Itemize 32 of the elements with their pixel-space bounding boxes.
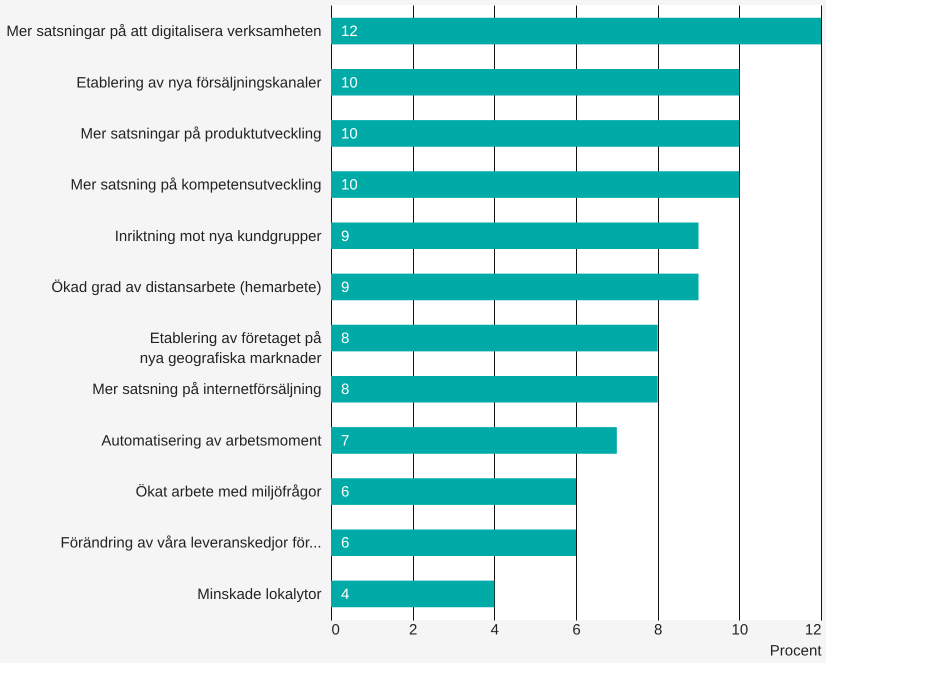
data-label: 8 xyxy=(341,330,350,348)
data-label: 9 xyxy=(341,228,350,245)
data-label: 10 xyxy=(341,74,358,92)
x-tick-label: 0 xyxy=(332,622,340,638)
y-tick-label: Etablering av företaget på nya geografiska marknader xyxy=(140,330,322,368)
data-label: 4 xyxy=(341,586,350,603)
y-tick-label: Minskade lokalytor xyxy=(197,586,322,603)
x-tick-label: 6 xyxy=(572,622,581,638)
x-tick-label: 4 xyxy=(490,622,500,638)
y-tick-label: Inriktning mot nya kundgrupper xyxy=(114,228,322,245)
y-tick-label: Mer satsning på kompetensutveckling xyxy=(70,176,322,194)
y-tick-label: Etablering av nya försäljningskanaler xyxy=(76,74,322,92)
x-tick-label: 10 xyxy=(731,622,748,638)
data-label: 10 xyxy=(341,125,358,142)
data-label: 9 xyxy=(341,278,350,296)
y-tick-label: Automatisering av arbetsmoment xyxy=(101,432,322,450)
data-label: 10 xyxy=(341,176,358,194)
y-tick-label: Ökat arbete med miljöfrågor xyxy=(136,484,322,501)
x-tick-label: 8 xyxy=(654,622,662,638)
y-tick-label: Mer satsning på internetförsäljning xyxy=(92,381,322,398)
x-axis-title: Procent xyxy=(770,642,822,660)
y-tick-label: Förändring av våra leveranskedjor för... xyxy=(60,534,322,552)
x-tick-label: 2 xyxy=(408,622,418,638)
data-label: 7 xyxy=(341,432,350,450)
data-label: 6 xyxy=(341,484,350,501)
data-label: 6 xyxy=(341,534,350,552)
y-tick-label: Mer satsningar på att digitalisera verksamheten xyxy=(6,23,322,40)
data-label: 8 xyxy=(341,381,350,398)
x-tick-label: 12 xyxy=(804,622,822,638)
y-tick-label: Ökad grad av distansarbete (hemarbete) xyxy=(51,278,322,296)
data-label: 12 xyxy=(341,23,358,40)
y-tick-label: Mer satsningar på produktutveckling xyxy=(80,125,322,142)
